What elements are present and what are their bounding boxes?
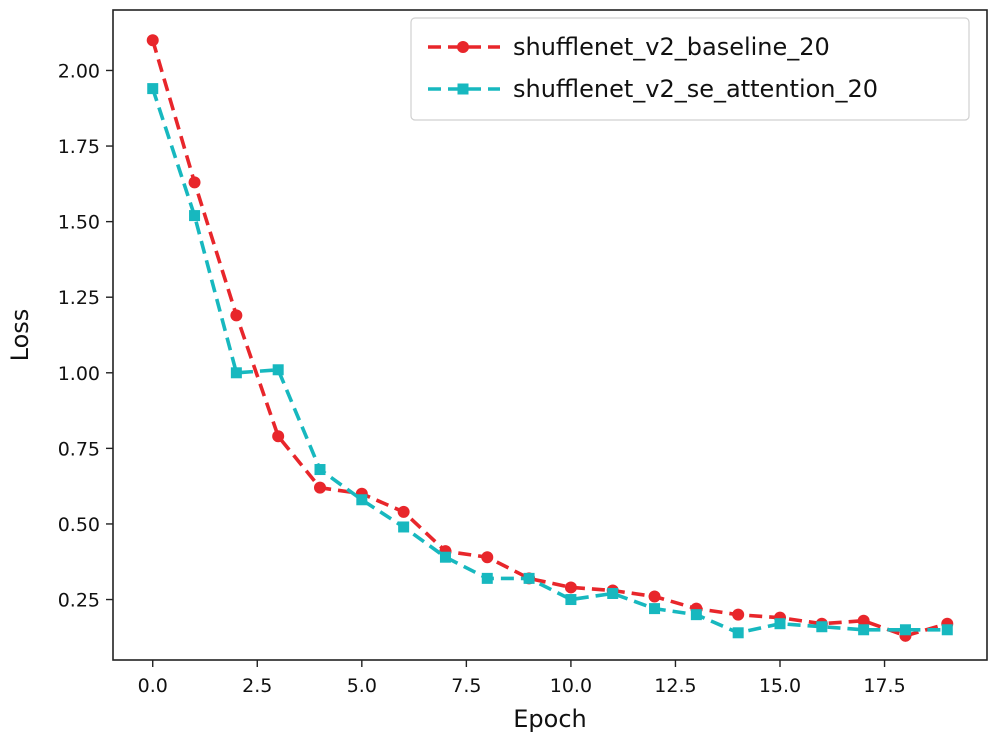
y-tick-label: 1.25: [58, 287, 100, 309]
y-tick-label: 0.25: [58, 590, 100, 612]
data-point: [816, 621, 828, 633]
y-tick-label: 1.50: [58, 212, 100, 234]
data-point: [941, 624, 953, 636]
y-axis-title: Loss: [6, 309, 34, 362]
data-point: [899, 624, 911, 636]
data-point: [398, 521, 410, 533]
x-tick-label: 12.5: [654, 675, 696, 697]
data-point: [230, 367, 242, 379]
series-line: [150, 88, 948, 635]
y-tick-label: 1.00: [58, 363, 100, 385]
data-point: [523, 572, 535, 584]
data-point: [648, 590, 661, 603]
data-point: [649, 603, 661, 615]
legend-box: [410, 17, 970, 121]
y-tick-label: 1.75: [58, 136, 100, 158]
x-tick-label: 5.0: [347, 675, 377, 697]
axis-ticks: 0.0 2.5 5.0 7.5 10.0 12.5 15.0 17.5 0.25 0.50 0.75…: [58, 60, 906, 697]
data-point: [439, 551, 451, 563]
series-line: [150, 39, 948, 638]
x-tick-label: 7.5: [451, 675, 481, 697]
data-point: [690, 609, 702, 621]
data-point: [397, 505, 410, 518]
x-tick-label: 0.0: [138, 675, 168, 697]
legend-item: shufflenet_v2_se_attention_20: [428, 75, 878, 103]
plot-area: [146, 34, 954, 642]
data-point: [857, 614, 870, 627]
x-tick-label: 17.5: [863, 675, 905, 697]
data-point: [607, 587, 619, 599]
data-point: [356, 494, 368, 506]
data-point: [564, 581, 577, 594]
data-point: [481, 572, 493, 584]
x-axis-title: Epoch: [513, 705, 587, 733]
data-point: [858, 624, 870, 636]
legend-label: shufflenet_v2_baseline_20: [513, 33, 830, 61]
data-point: [189, 210, 201, 222]
data-point: [147, 83, 159, 95]
y-tick-label: 0.50: [58, 514, 100, 536]
data-point: [314, 464, 326, 476]
data-point: [774, 618, 786, 630]
data-point: [732, 608, 745, 621]
legend: shufflenet_v2_baseline_20 shufflenet_v2_s…: [410, 17, 970, 121]
data-point: [230, 309, 243, 322]
data-point: [732, 627, 744, 639]
x-tick-label: 15.0: [759, 675, 801, 697]
x-tick-label: 10.0: [550, 675, 592, 697]
data-point: [565, 594, 577, 606]
legend-item: shufflenet_v2_baseline_20: [428, 33, 830, 61]
y-tick-label: 0.75: [58, 438, 100, 460]
x-tick-label: 2.5: [242, 675, 272, 697]
data-point: [188, 176, 201, 189]
series-1: [146, 34, 954, 642]
y-tick-label: 2.00: [58, 60, 100, 82]
plot-frame: [112, 9, 988, 661]
legend-label: shufflenet_v2_se_attention_20: [513, 75, 878, 103]
legend-marker: [457, 83, 469, 95]
data-point: [146, 34, 159, 47]
series-2: [147, 83, 953, 639]
data-point: [272, 430, 285, 443]
legend-marker: [457, 41, 469, 53]
data-point: [481, 551, 494, 564]
data-point: [314, 481, 326, 494]
data-point: [272, 364, 284, 376]
